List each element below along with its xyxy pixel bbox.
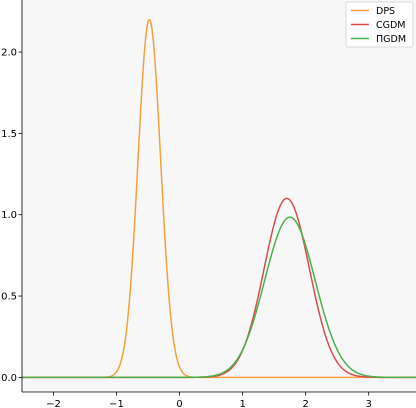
legend-box [345,1,414,48]
x-tick-label: 2 [302,399,308,408]
x-tick-label: −1 [109,399,124,408]
series-line-2 [21,216,416,379]
x-tick-label: 3 [366,399,372,408]
ticks: −2 −1 0 1 2 3 0.0 0.5 1.0 1.5 2.0 [1,48,372,408]
y-tick-label: 2.0 [1,48,17,59]
legend-label-1: CGDM [376,20,406,31]
y-tick-label: 1.5 [1,129,17,140]
x-tick-label: 1 [239,399,245,408]
legend: DPS CGDM ΠGDM [345,1,414,48]
y-tick-label: 1.0 [1,210,17,221]
x-tick-label: −2 [46,399,61,408]
axes [21,0,416,393]
plot-background [22,0,416,392]
y-tick-label: 0.0 [1,373,17,384]
y-tick-label: 0.5 [1,292,17,303]
x-tick-label: 0 [176,399,182,408]
series-curves [21,18,416,379]
legend-label-0: DPS [376,6,395,17]
legend-label-2: ΠGDM [376,34,406,45]
